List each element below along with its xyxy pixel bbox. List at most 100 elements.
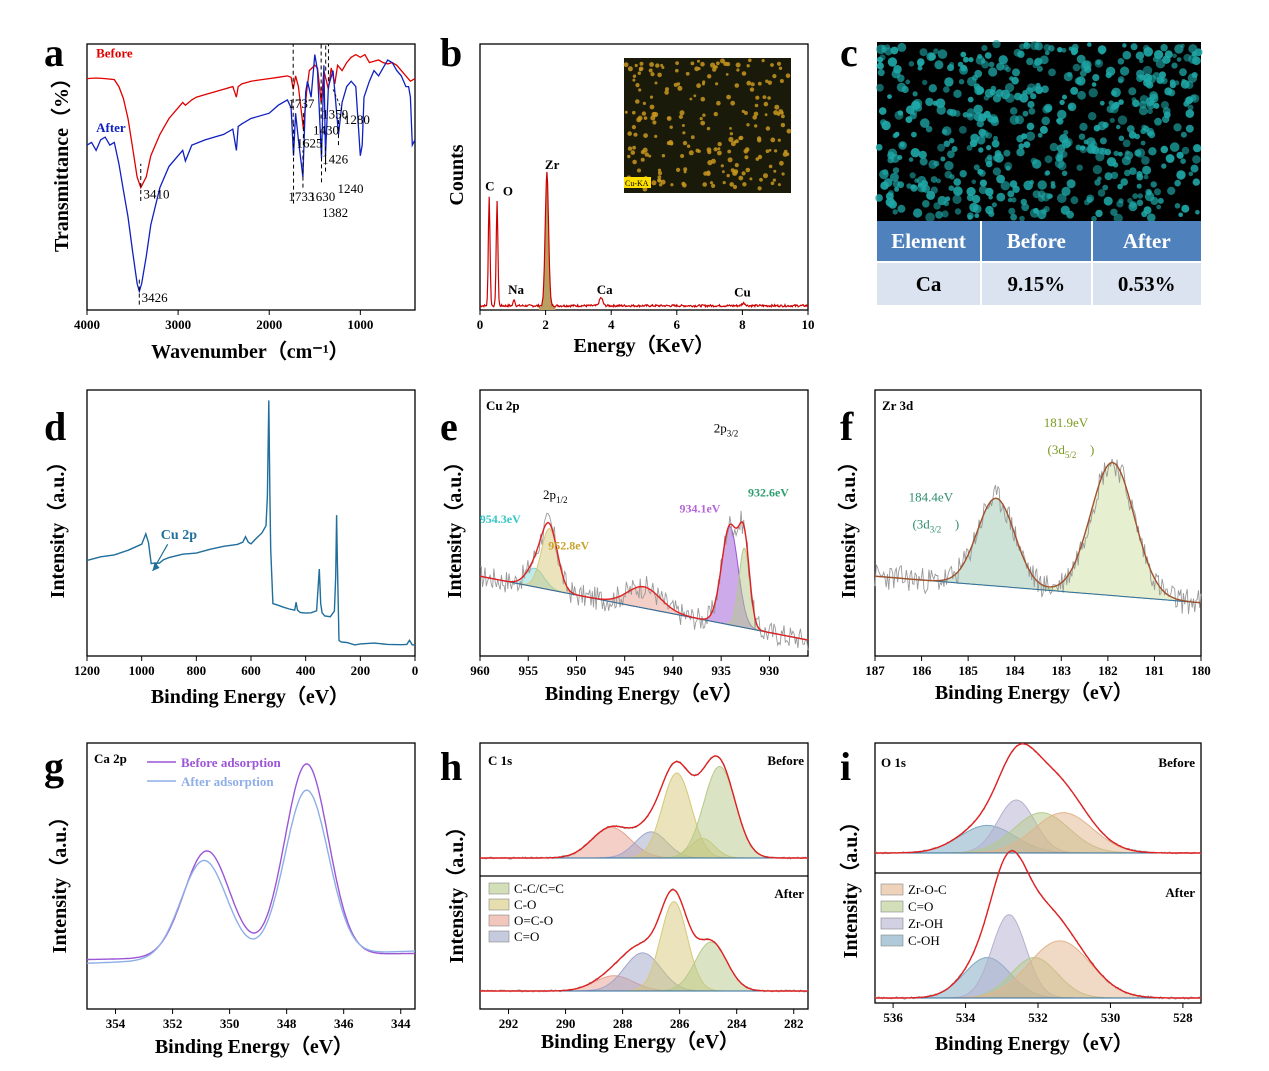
map-dot: [632, 145, 636, 150]
map-dot: [1106, 157, 1117, 167]
map-dot: [1111, 87, 1121, 98]
map-dot: [779, 160, 784, 166]
map-dot: [1129, 200, 1137, 208]
map-dot: [774, 149, 778, 153]
x-tick-label: 354: [106, 1016, 126, 1031]
peak-label: 1733: [288, 189, 314, 204]
map-dot: [995, 89, 1004, 97]
baseline-line: [479, 575, 809, 641]
map-dot: [1181, 79, 1186, 84]
peak-label: (3d5/2: [1048, 442, 1077, 460]
map-dot: [717, 141, 722, 147]
peak-label: 1426: [322, 152, 349, 167]
map-dot: [781, 172, 785, 176]
map-dot: [1128, 87, 1137, 96]
map-dot: [757, 138, 762, 143]
map-dot: [749, 177, 753, 181]
spectrum-line: [86, 400, 416, 646]
map-dot: [1174, 203, 1181, 209]
map-dot: [1029, 208, 1040, 218]
map-dot: [1169, 142, 1180, 152]
map-dot: [627, 154, 631, 159]
map-dot: [649, 95, 654, 99]
map-dot: [1025, 131, 1036, 141]
ftir-x-axis-title: Wavenumber（cm⁻¹）: [151, 340, 349, 363]
map-dot: [700, 120, 706, 126]
x-tick-label: 184: [1005, 663, 1025, 678]
x-tick-label: 530: [1101, 1010, 1121, 1025]
map-dot: [912, 91, 918, 97]
fit-envelope: [874, 461, 1202, 604]
map-dot: [1030, 41, 1040, 51]
map-dot: [973, 104, 983, 115]
map-dot: [1174, 179, 1181, 187]
map-dot: [1135, 51, 1145, 60]
table-header: Element: [877, 221, 983, 262]
map-dot: [1000, 181, 1010, 191]
map-dot: [1118, 99, 1124, 105]
map-dot: [648, 154, 652, 158]
chart-title: Zr 3d: [882, 398, 914, 413]
map-dot: [648, 68, 653, 73]
map-dot: [631, 125, 637, 130]
map-dot: [1020, 133, 1028, 140]
element-label: Cu: [734, 285, 751, 300]
x-tick-label: 400: [296, 663, 316, 678]
map-dot: [757, 81, 762, 86]
map-dot: [978, 185, 988, 195]
map-dot: [917, 65, 923, 71]
map-dot: [1034, 57, 1043, 66]
legend-label: O=C-O: [514, 913, 553, 928]
map-dot: [1037, 180, 1047, 190]
map-dot: [1059, 99, 1065, 106]
map-dot: [670, 183, 674, 187]
map-dot: [624, 110, 628, 114]
map-dot: [1044, 155, 1053, 164]
map-dot: [768, 148, 772, 152]
table-cell: 9.15%: [981, 261, 1093, 305]
map-dot: [917, 182, 923, 188]
map-dot: [908, 157, 914, 162]
map-dot: [1048, 68, 1056, 77]
map-dot: [1172, 53, 1177, 58]
map-dot: [947, 150, 955, 159]
x-tick-label: 183: [1052, 663, 1072, 678]
map-dot: [1188, 171, 1194, 177]
map-dot: [660, 179, 666, 185]
peak-label: 952.8eV: [548, 539, 589, 553]
map-dot: [635, 99, 640, 104]
map-dot: [1128, 131, 1137, 139]
table-header-row: Element Before After: [877, 221, 1201, 262]
map-dot: [778, 66, 783, 71]
map-dot: [632, 110, 636, 115]
map-dot: [627, 66, 633, 72]
x-tick-label: 2: [542, 317, 549, 332]
map-dot: [897, 110, 904, 116]
map-dot: [993, 135, 998, 141]
map-dot: [1019, 43, 1026, 50]
map-dot: [968, 57, 974, 63]
map-dot: [973, 164, 980, 171]
map-dot: [748, 58, 752, 63]
map-dot: [884, 47, 893, 56]
map-dot: [1169, 79, 1176, 85]
map-dot: [1035, 86, 1044, 94]
panel-letter-h: h: [440, 744, 462, 789]
map-dot: [1097, 45, 1107, 54]
raw-data-line: [479, 510, 809, 651]
map-dot: [733, 169, 739, 175]
map-dot: [879, 169, 889, 180]
subpanel-label: Before: [767, 753, 804, 768]
map-dot: [910, 148, 920, 158]
map-dot: [1041, 116, 1050, 126]
zr3d-y-axis-title: Intensity（a.u.）: [837, 452, 860, 599]
map-dot: [1143, 44, 1150, 52]
peak-fill: [539, 173, 556, 310]
map-dot: [655, 63, 660, 68]
map-dot: [941, 210, 949, 218]
peak-label: ): [955, 516, 959, 531]
map-dot: [1060, 205, 1070, 215]
